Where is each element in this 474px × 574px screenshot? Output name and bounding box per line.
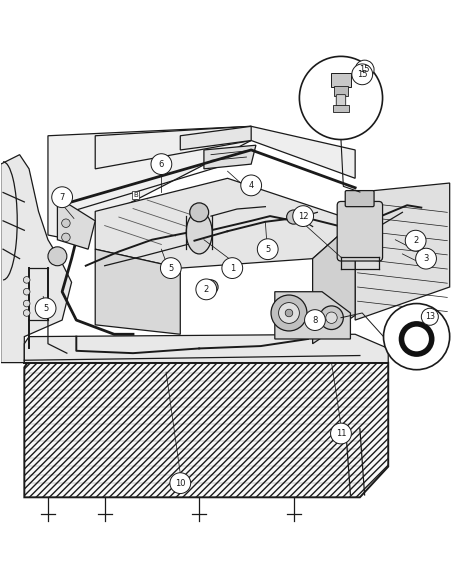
Circle shape — [279, 302, 300, 323]
Circle shape — [383, 304, 450, 370]
Polygon shape — [48, 126, 251, 240]
Circle shape — [405, 230, 426, 251]
Circle shape — [319, 306, 343, 329]
Text: 8: 8 — [312, 316, 318, 324]
Text: 12: 12 — [298, 212, 309, 220]
Circle shape — [305, 310, 325, 331]
Polygon shape — [57, 197, 95, 249]
Polygon shape — [180, 126, 251, 150]
FancyBboxPatch shape — [330, 73, 351, 87]
Circle shape — [401, 324, 432, 354]
Polygon shape — [313, 221, 355, 344]
Polygon shape — [0, 154, 72, 363]
FancyBboxPatch shape — [334, 86, 347, 96]
Polygon shape — [95, 126, 355, 179]
Circle shape — [352, 64, 373, 85]
Circle shape — [421, 308, 438, 325]
Circle shape — [35, 298, 56, 319]
Circle shape — [23, 300, 30, 307]
Polygon shape — [95, 249, 180, 334]
Text: 11: 11 — [336, 429, 346, 438]
Circle shape — [285, 309, 293, 317]
Text: 15: 15 — [359, 65, 370, 74]
FancyBboxPatch shape — [337, 201, 383, 261]
Circle shape — [160, 258, 181, 278]
Circle shape — [271, 295, 307, 331]
Circle shape — [23, 288, 30, 295]
Circle shape — [326, 312, 337, 323]
Polygon shape — [95, 179, 355, 268]
Circle shape — [62, 219, 70, 227]
Polygon shape — [204, 145, 256, 169]
Circle shape — [62, 233, 70, 242]
Text: 15: 15 — [357, 70, 367, 79]
Circle shape — [293, 205, 314, 227]
Circle shape — [222, 258, 243, 278]
FancyBboxPatch shape — [336, 95, 346, 106]
Text: 5: 5 — [43, 304, 48, 313]
Text: 5: 5 — [265, 245, 270, 254]
Text: 1: 1 — [229, 263, 235, 273]
Circle shape — [48, 247, 67, 266]
FancyBboxPatch shape — [345, 191, 374, 207]
Circle shape — [23, 310, 30, 316]
Text: 7: 7 — [59, 193, 65, 201]
Text: 4: 4 — [248, 181, 254, 190]
Circle shape — [355, 60, 374, 79]
Text: 6: 6 — [159, 160, 164, 169]
Circle shape — [151, 154, 172, 174]
Polygon shape — [24, 334, 388, 363]
Text: 13: 13 — [425, 312, 435, 321]
Circle shape — [300, 56, 383, 139]
Circle shape — [196, 279, 217, 300]
Circle shape — [204, 280, 218, 294]
Circle shape — [241, 175, 262, 196]
Text: 5: 5 — [168, 263, 173, 273]
Polygon shape — [275, 292, 350, 339]
Circle shape — [416, 248, 437, 269]
Text: 2: 2 — [204, 285, 209, 294]
Circle shape — [330, 423, 351, 444]
Polygon shape — [24, 355, 388, 497]
Polygon shape — [355, 183, 450, 320]
Text: 10: 10 — [175, 479, 185, 488]
Circle shape — [257, 239, 278, 259]
Text: 3: 3 — [423, 254, 428, 263]
Circle shape — [287, 210, 301, 224]
Circle shape — [190, 203, 209, 222]
Circle shape — [170, 473, 191, 494]
Circle shape — [23, 277, 30, 283]
Text: B: B — [133, 192, 138, 198]
Text: 2: 2 — [413, 236, 418, 245]
Ellipse shape — [186, 211, 212, 254]
FancyBboxPatch shape — [333, 104, 349, 112]
Circle shape — [52, 187, 73, 208]
